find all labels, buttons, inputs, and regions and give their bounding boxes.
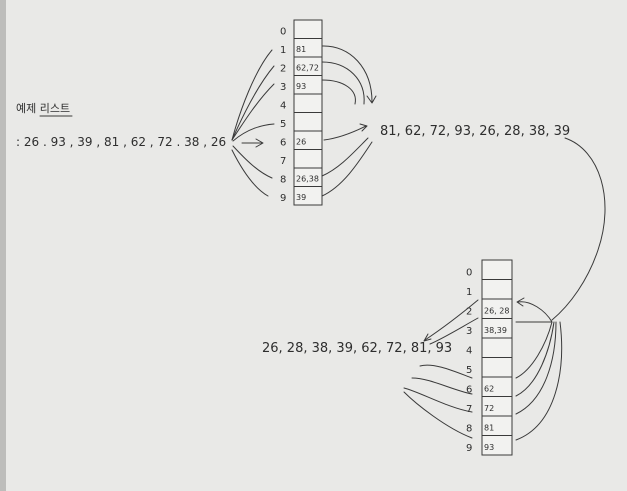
bucket-value: 38,39 <box>484 326 507 335</box>
bucket-value: 62 <box>484 385 494 394</box>
bucket-index: 0 <box>466 268 472 279</box>
bucket-index: 4 <box>280 101 286 112</box>
bucket-cell-7 <box>293 149 323 169</box>
bucket-value: 81 <box>484 424 494 433</box>
bucket-cell-4 <box>293 93 323 113</box>
collection-arrows-pass2 <box>403 299 479 439</box>
collection-arrows-pass1 <box>321 45 377 197</box>
bucket-index: 5 <box>280 119 286 130</box>
bucket-index: 1 <box>466 287 472 298</box>
bucket-index: 8 <box>466 424 472 435</box>
bucket-index: 7 <box>466 404 472 415</box>
bucket-index: 9 <box>280 193 286 204</box>
bucket-index: 2 <box>466 307 472 318</box>
bucket-index: 0 <box>280 27 286 38</box>
bucket-index: 3 <box>466 326 472 337</box>
bucket-cell-9 <box>481 435 513 456</box>
page-edge <box>0 0 6 491</box>
bucket-value: 81 <box>296 45 306 54</box>
bucket-cell-0 <box>293 19 323 39</box>
bucket-cell-0 <box>481 259 513 280</box>
distribution-arrows-pass2 <box>515 297 563 441</box>
input-sequence: : 26 . 93 , 39 , 81 , 62 , 72 . 38 , 26 <box>16 135 226 149</box>
bucket-index: 6 <box>280 138 286 149</box>
bucket-cell-5 <box>481 357 513 378</box>
pass2-output: 26, 28, 38, 39, 62, 72, 81, 93 <box>262 341 452 356</box>
bucket-cell-5 <box>293 112 323 132</box>
bucket-value: 26, 28 <box>484 307 509 316</box>
bucket-table-pass2: 0 1 2 26, 28 3 38,39 4 5 6 62 7 72 8 81 9 93 <box>466 259 513 456</box>
bucket-value: 62,72 <box>296 64 319 73</box>
pass1-output: 81, 62, 72, 93, 26, 28, 38, 39 <box>380 124 570 139</box>
bucket-value: 93 <box>296 82 306 91</box>
bucket-cell-4 <box>481 337 513 358</box>
bucket-index: 6 <box>466 385 472 396</box>
bucket-index: 3 <box>280 82 286 93</box>
bucket-index: 4 <box>466 346 472 357</box>
example-title: 예제 리스트 <box>16 102 70 115</box>
input-arrow <box>241 138 264 148</box>
bucket-index: 5 <box>466 365 472 376</box>
bucket-value: 26 <box>296 138 306 147</box>
bucket-index: 2 <box>280 64 286 75</box>
bucket-value: 26,38 <box>296 175 319 184</box>
bucket-index: 9 <box>466 443 472 454</box>
bucket-index: 8 <box>280 175 286 186</box>
distribution-arrows-pass1 <box>231 49 275 197</box>
bucket-value: 93 <box>484 443 494 452</box>
bucket-cell-1 <box>481 279 513 300</box>
bucket-index: 1 <box>280 45 286 56</box>
connector-curve <box>551 137 606 321</box>
bucket-index: 7 <box>280 156 286 167</box>
bucket-value: 39 <box>296 193 306 202</box>
bucket-value: 72 <box>484 404 494 413</box>
